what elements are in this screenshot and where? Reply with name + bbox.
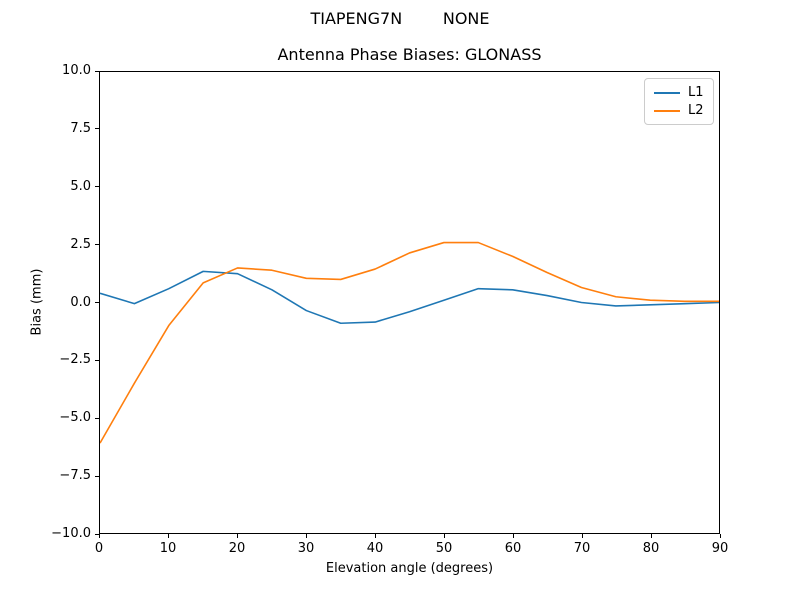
y-tick-mark [95, 244, 99, 246]
x-tick-mark [719, 534, 721, 538]
x-tick-mark [374, 534, 376, 538]
x-axis-label: Elevation angle (degrees) [325, 561, 494, 576]
y-axis-label: Bias (mm) [29, 268, 45, 336]
chart-canvas [100, 241, 719, 444]
y-tick-label: −7.5 [59, 468, 91, 484]
y-tick-mark [95, 475, 99, 477]
legend-line-swatch-l1 [654, 91, 680, 94]
legend-label: L2 [688, 103, 704, 118]
y-tick-mark [95, 417, 99, 419]
x-tick-label: 20 [228, 541, 246, 556]
x-tick-label: 50 [435, 541, 453, 556]
y-tick-label: −10.0 [51, 526, 91, 541]
x-tick-mark [98, 534, 100, 538]
plot-area [99, 71, 720, 534]
y-tick-mark [95, 70, 99, 72]
legend: L1 L2 [644, 78, 714, 125]
y-tick-label: −2.5 [59, 352, 91, 368]
y-tick-label: 10.0 [62, 63, 91, 78]
x-tick-label: 70 [573, 541, 591, 556]
y-tick-mark [95, 186, 99, 188]
chart-title: Antenna Phase Biases: GLONASS [277, 45, 542, 64]
x-tick-label: 80 [642, 541, 660, 556]
x-tick-mark [305, 534, 307, 538]
y-tick-label: −5.0 [59, 410, 91, 426]
y-tick-mark [95, 359, 99, 361]
x-tick-mark [236, 534, 238, 538]
legend-line-swatch-l2 [654, 109, 680, 112]
x-tick-mark [512, 534, 514, 538]
x-tick-mark [443, 534, 445, 538]
x-tick-mark [650, 534, 652, 538]
x-tick-mark [581, 534, 583, 538]
x-tick-label: 10 [159, 541, 177, 556]
x-tick-label: 0 [94, 541, 104, 556]
y-tick-mark [95, 128, 99, 130]
y-tick-label: 0.0 [70, 294, 91, 310]
x-tick-label: 30 [297, 541, 315, 556]
x-tick-mark [167, 534, 169, 538]
x-tick-label: 90 [711, 541, 729, 556]
y-tick-mark [95, 533, 99, 535]
series-line-l2 [100, 241, 719, 444]
y-tick-mark [95, 302, 99, 303]
series-line-l1 [100, 270, 719, 325]
x-tick-label: 60 [504, 541, 522, 556]
y-tick-label: 5.0 [70, 178, 91, 194]
figure-suptitle: TIAPENG7N NONE [310, 9, 490, 28]
legend-item-l1: L1 [654, 85, 705, 100]
x-tick-label: 40 [366, 541, 384, 556]
y-tick-label: 7.5 [70, 120, 91, 136]
y-tick-label: 2.5 [70, 236, 91, 252]
legend-item-l2: L2 [654, 103, 705, 118]
legend-label: L1 [688, 85, 704, 100]
